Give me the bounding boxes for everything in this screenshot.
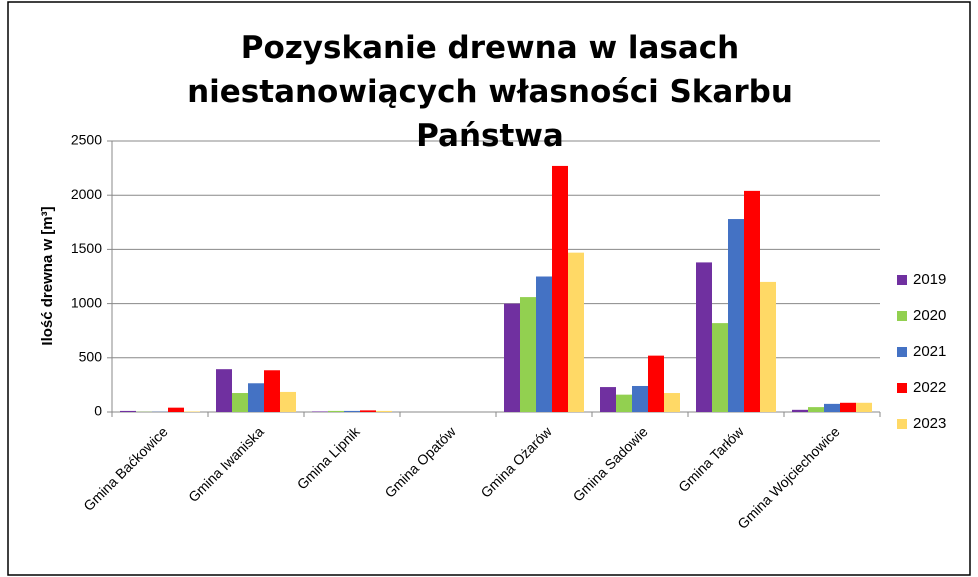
bar: [808, 407, 824, 412]
bar: [760, 281, 776, 412]
legend-label: 2022: [913, 379, 946, 396]
bar: [120, 410, 136, 412]
bar: [696, 262, 712, 412]
y-tick-label: 1000: [71, 294, 102, 310]
bar: [664, 393, 680, 412]
bar: [824, 403, 840, 412]
bar: [568, 252, 584, 412]
y-tick-label: 2000: [71, 186, 102, 202]
bar: [728, 219, 744, 412]
chart-title: Pozyskanie drewna w lasach niestanowiący…: [187, 30, 793, 154]
y-axis-label: Ilość drewna w [m³]: [39, 206, 56, 345]
legend-swatch: [897, 275, 907, 285]
y-tick-label: 0: [94, 403, 102, 419]
y-tick-label: 500: [79, 349, 103, 365]
legend-label: 2023: [913, 415, 946, 432]
legend-swatch: [897, 311, 907, 321]
bar: [632, 385, 648, 412]
bar: [376, 410, 392, 412]
bar: [552, 165, 568, 412]
bar: [360, 410, 376, 412]
legend-swatch: [897, 383, 907, 393]
bar: [856, 402, 872, 412]
bar: [312, 411, 328, 412]
bar: [840, 402, 856, 412]
bar: [184, 411, 200, 412]
bar: [520, 297, 536, 412]
y-tick-label: 2500: [71, 132, 102, 148]
bar: [712, 323, 728, 412]
bar: [616, 394, 632, 412]
bar: [168, 407, 184, 412]
legend-label: 2021: [913, 343, 946, 360]
chart-border: [7, 1, 971, 576]
bar: [792, 409, 808, 412]
bar: [280, 391, 296, 412]
bar: [232, 393, 248, 412]
legend-label: 2020: [913, 307, 946, 324]
bar: [648, 355, 664, 412]
bar: [264, 370, 280, 412]
legend-swatch: [897, 347, 907, 357]
bar: [248, 383, 264, 412]
legend-swatch: [897, 419, 907, 429]
y-tick-label: 1500: [71, 240, 102, 256]
bar: [744, 190, 760, 412]
bar: [328, 410, 344, 412]
bar: [504, 303, 520, 412]
legend-label: 2019: [913, 271, 946, 288]
bar: [216, 369, 232, 412]
bar: [344, 410, 360, 412]
bar: [600, 387, 616, 412]
bar: [536, 276, 552, 412]
